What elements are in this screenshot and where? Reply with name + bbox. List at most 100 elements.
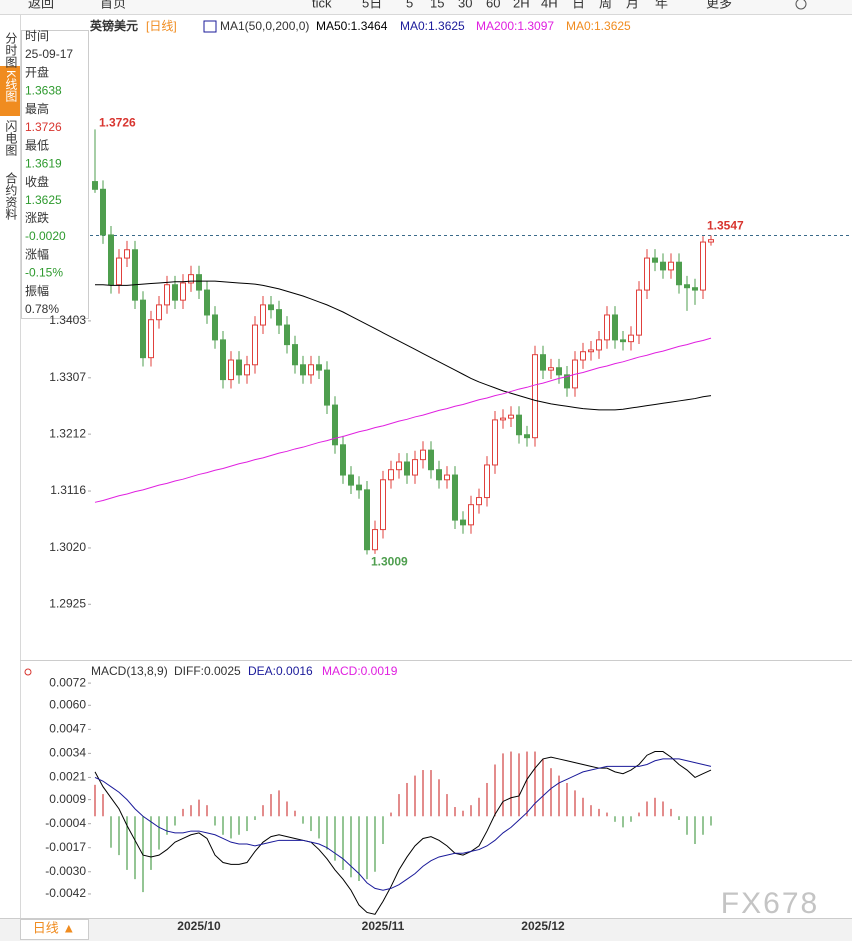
candle-body bbox=[484, 464, 490, 499]
candle-body bbox=[620, 339, 626, 343]
macd-line bbox=[94, 758, 712, 891]
candle-body bbox=[692, 287, 698, 291]
y-tick-label: -0.0004 bbox=[45, 816, 86, 830]
legend-entry: MA0:1.3625 bbox=[400, 19, 465, 33]
toolbar-item[interactable]: 日 bbox=[572, 0, 585, 10]
candle-body bbox=[700, 241, 706, 291]
candle-body bbox=[132, 249, 138, 301]
side-tab[interactable]: 合约资料 bbox=[4, 171, 18, 220]
info-label: 振幅 bbox=[25, 283, 49, 298]
toolbar-item[interactable]: 首页 bbox=[100, 0, 126, 10]
low-label: 1.3009 bbox=[371, 555, 408, 569]
candle-body bbox=[588, 349, 594, 353]
side-tab[interactable]: K线图 bbox=[4, 70, 18, 102]
ma-line bbox=[95, 280, 712, 411]
toolbar bbox=[0, 0, 852, 14]
toolbar-item[interactable]: 30 bbox=[458, 0, 472, 10]
info-value: 1.3625 bbox=[25, 193, 62, 207]
candle-body bbox=[324, 369, 330, 406]
info-label: 最低 bbox=[25, 138, 49, 152]
candle-body bbox=[220, 339, 226, 381]
y-tick-label: -0.0042 bbox=[45, 886, 86, 900]
toolbar-item[interactable]: 周 bbox=[599, 0, 612, 10]
y-tick-label: -0.0030 bbox=[45, 864, 86, 878]
candle-body bbox=[164, 284, 170, 306]
candle-body bbox=[180, 282, 186, 301]
candle-body bbox=[92, 181, 98, 190]
toolbar-item[interactable]: 月 bbox=[626, 0, 639, 10]
info-value: 1.3726 bbox=[25, 120, 62, 134]
y-tick-label: 1.3403 bbox=[49, 313, 86, 327]
info-value: -0.15% bbox=[25, 266, 63, 280]
candle-body bbox=[428, 449, 434, 471]
candle-body bbox=[364, 489, 370, 551]
candle-body bbox=[628, 334, 634, 343]
y-tick-label: 0.0009 bbox=[49, 792, 86, 806]
candle-body bbox=[436, 469, 442, 481]
info-label: 最高 bbox=[25, 101, 49, 116]
candle-body bbox=[156, 304, 162, 321]
candle-body bbox=[644, 257, 650, 291]
candle-body bbox=[244, 364, 250, 376]
candle-body bbox=[124, 249, 130, 259]
candle-body bbox=[508, 414, 514, 419]
bottom-bar bbox=[0, 918, 852, 941]
candle-body bbox=[188, 274, 194, 284]
candle-body bbox=[668, 261, 674, 271]
legend-entry: MA50:1.3464 bbox=[316, 19, 388, 33]
active-tab-bg bbox=[0, 66, 20, 116]
candle-body bbox=[460, 519, 466, 526]
toolbar-item[interactable]: 更多 bbox=[706, 0, 732, 10]
legend-entry: DEA:0.0016 bbox=[248, 664, 313, 678]
indicator-icon bbox=[203, 20, 217, 33]
candle-body bbox=[452, 474, 458, 521]
toolbar-item[interactable]: 返回 bbox=[28, 0, 54, 10]
info-label: 开盘 bbox=[25, 65, 49, 80]
toolbar-item[interactable]: tick bbox=[312, 0, 332, 10]
candle-body bbox=[252, 324, 258, 366]
candle-body bbox=[396, 461, 402, 471]
info-value: 1.3619 bbox=[25, 156, 62, 170]
toolbar-item[interactable]: 5 bbox=[406, 0, 413, 10]
toolbar-item[interactable]: 15 bbox=[430, 0, 444, 10]
toolbar-item[interactable]: 2H bbox=[513, 0, 530, 10]
candle-body bbox=[228, 359, 234, 381]
candle-body bbox=[292, 344, 298, 366]
y-tick-label: 0.0021 bbox=[49, 770, 86, 784]
toolbar-item[interactable]: 4H bbox=[541, 0, 558, 10]
candle-body bbox=[356, 484, 362, 491]
candle-body bbox=[316, 364, 322, 371]
info-value: 1.3638 bbox=[25, 84, 62, 98]
ma-line bbox=[94, 337, 712, 503]
macd-line bbox=[94, 751, 712, 915]
search-icon[interactable] bbox=[795, 0, 807, 10]
toolbar-item[interactable]: 5日 bbox=[362, 0, 382, 10]
candle-body bbox=[492, 419, 498, 466]
x-tick-label: 2025/11 bbox=[362, 919, 405, 933]
candle-body bbox=[500, 417, 506, 421]
info-value: 25-09-17 bbox=[25, 47, 73, 61]
info-value: 0.78% bbox=[25, 302, 59, 316]
candle-body bbox=[580, 351, 586, 361]
side-tab[interactable]: 分时图 bbox=[4, 32, 18, 68]
y-tick-label: 0.0034 bbox=[49, 746, 86, 760]
info-label: 涨跌 bbox=[25, 210, 49, 225]
legend-entry: MA0:1.3625 bbox=[566, 19, 631, 33]
candle-body bbox=[420, 449, 426, 461]
period-button[interactable] bbox=[20, 919, 89, 940]
toolbar-item[interactable]: 年 bbox=[655, 0, 668, 10]
y-tick-label: 1.3212 bbox=[49, 426, 86, 440]
y-tick-label: 1.3307 bbox=[49, 370, 86, 384]
candle-body bbox=[348, 474, 354, 486]
candle-body bbox=[556, 367, 562, 376]
candle-body bbox=[276, 309, 282, 326]
candle-body bbox=[524, 434, 530, 439]
y-tick-label: 1.3116 bbox=[50, 483, 86, 497]
period-label[interactable]: 日线 ▲ bbox=[33, 920, 75, 935]
toolbar-item[interactable]: 60 bbox=[486, 0, 500, 10]
side-tab[interactable]: 闪电图 bbox=[4, 120, 18, 156]
macd-icon bbox=[24, 668, 32, 676]
candle-body bbox=[308, 364, 314, 376]
chart-title: 英镑美元 bbox=[90, 18, 138, 33]
